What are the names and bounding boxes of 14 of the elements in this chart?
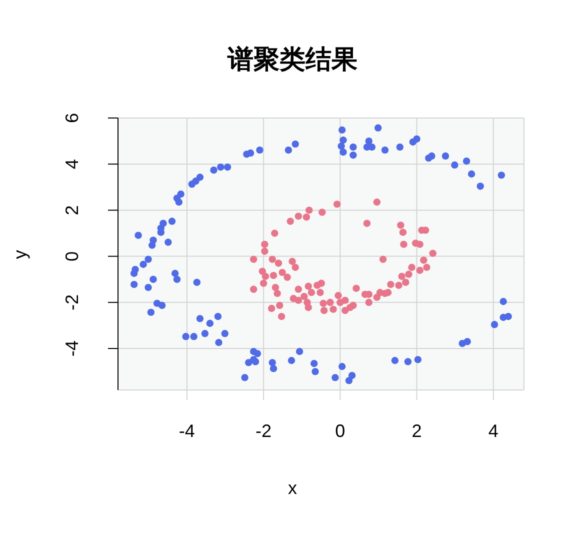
- x-tick-label: 4: [488, 420, 498, 441]
- x-tick-label: -2: [256, 420, 272, 441]
- y-tick-label: 2: [62, 205, 82, 216]
- x-tick-label: 0: [335, 420, 346, 441]
- x-tick-label: -4: [178, 420, 195, 441]
- y-axis-title: y: [10, 250, 30, 258]
- y-tick-label: 6: [62, 112, 82, 124]
- chart-title: 谱聚类结果: [226, 44, 358, 77]
- x-tick-label: 2: [412, 420, 422, 441]
- y-tick-label: 4: [62, 159, 82, 170]
- y-tick-label: -2: [62, 294, 82, 310]
- y-tick-label: 0: [62, 251, 82, 262]
- y-tick-label: -4: [62, 340, 82, 357]
- x-axis-title: x: [287, 478, 298, 499]
